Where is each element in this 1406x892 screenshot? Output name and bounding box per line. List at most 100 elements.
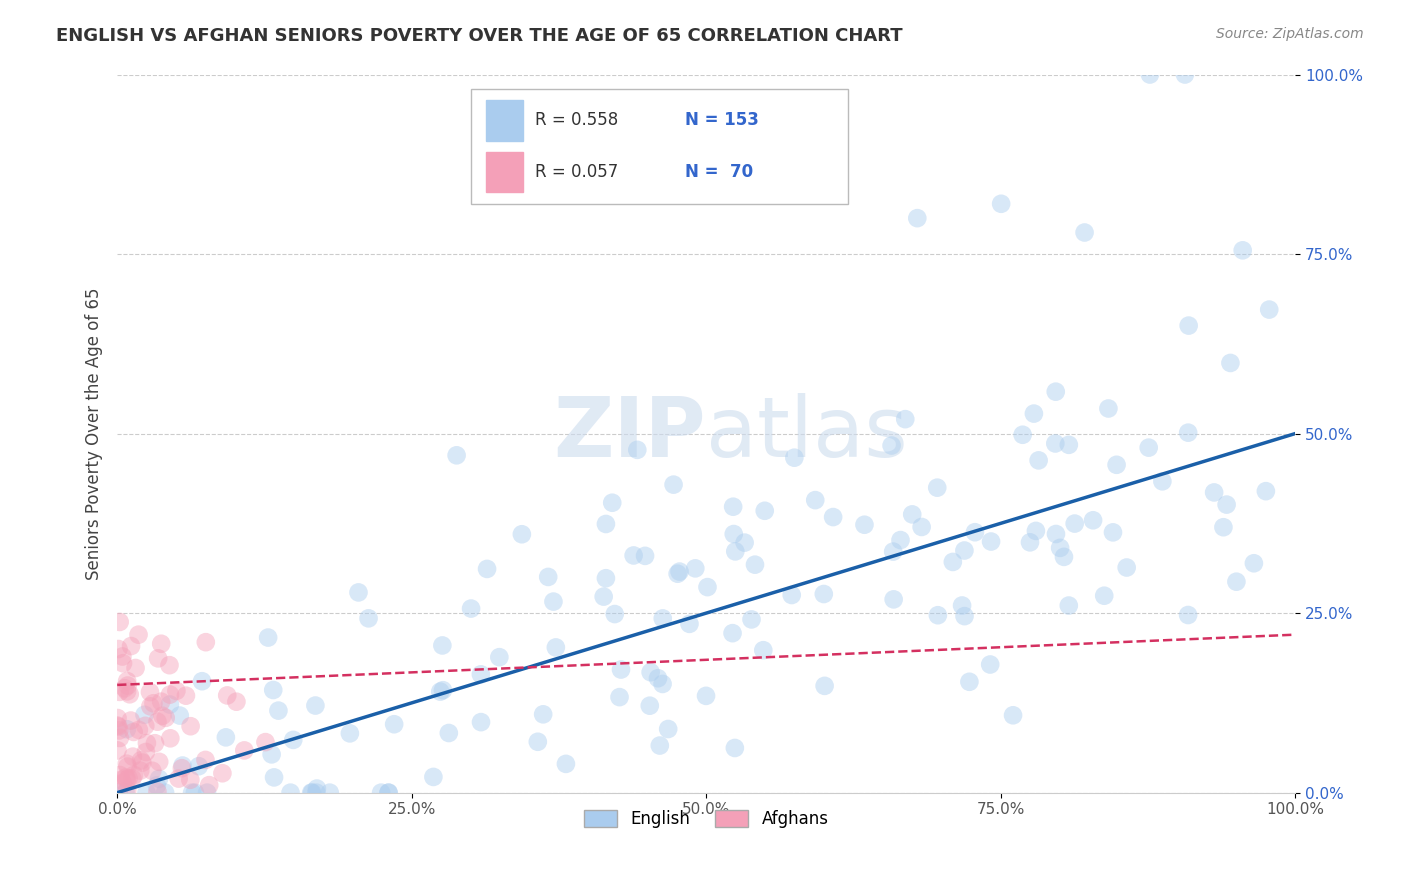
Point	[108, 731, 131, 745]
Point	[215, 731, 238, 745]
Text: ZIP: ZIP	[554, 393, 706, 474]
Point	[804, 493, 827, 508]
Point	[169, 708, 191, 723]
Point	[883, 592, 905, 607]
Point	[647, 671, 669, 685]
Point	[603, 607, 626, 621]
Point	[122, 768, 145, 782]
Point	[1092, 589, 1115, 603]
Point	[114, 786, 136, 800]
Point	[744, 558, 766, 572]
Point	[139, 699, 162, 714]
Point	[555, 756, 578, 771]
Point	[813, 587, 835, 601]
Point	[950, 599, 973, 613]
Point	[889, 533, 911, 547]
Text: Source: ZipAtlas.com: Source: ZipAtlas.com	[1216, 27, 1364, 41]
Point	[377, 786, 399, 800]
Point	[107, 743, 129, 757]
Point	[377, 786, 399, 800]
Point	[146, 784, 169, 798]
Point	[339, 726, 361, 740]
Point	[108, 786, 131, 800]
Point	[724, 741, 747, 756]
Point	[592, 590, 614, 604]
Point	[963, 525, 986, 540]
Point	[752, 643, 775, 657]
Point	[159, 688, 181, 702]
Point	[167, 772, 190, 786]
Point	[1258, 302, 1281, 317]
Point	[117, 759, 139, 773]
Point	[280, 786, 302, 800]
Point	[120, 639, 142, 653]
Point	[257, 631, 280, 645]
Point	[155, 711, 177, 725]
Point	[357, 611, 380, 625]
Point	[1073, 226, 1095, 240]
Point	[152, 708, 174, 723]
Point	[662, 477, 685, 491]
Point	[1049, 541, 1071, 555]
Point	[1028, 453, 1050, 467]
Point	[187, 759, 209, 773]
Point	[953, 609, 976, 624]
Point	[180, 719, 202, 733]
Point	[305, 786, 328, 800]
Legend: English, Afghans: English, Afghans	[576, 803, 835, 835]
Point	[905, 211, 928, 226]
Point	[695, 689, 717, 703]
Point	[146, 714, 169, 729]
Point	[159, 698, 181, 712]
Point	[990, 196, 1012, 211]
Point	[194, 635, 217, 649]
Point	[299, 786, 322, 800]
Point	[131, 756, 153, 770]
Point	[595, 516, 617, 531]
Point	[115, 772, 138, 787]
Point	[527, 735, 550, 749]
Point	[721, 626, 744, 640]
Point	[1174, 68, 1197, 82]
Point	[600, 496, 623, 510]
Point	[347, 585, 370, 599]
Point	[429, 684, 451, 698]
Point	[105, 718, 128, 732]
Point	[1057, 438, 1080, 452]
Point	[117, 679, 139, 693]
Point	[107, 642, 129, 657]
Point	[170, 761, 193, 775]
Point	[108, 768, 131, 782]
Point	[115, 684, 138, 698]
Point	[610, 663, 633, 677]
Point	[1177, 425, 1199, 440]
Point	[118, 687, 141, 701]
Point	[813, 679, 835, 693]
Point	[668, 565, 690, 579]
Point	[195, 786, 218, 800]
Point	[128, 723, 150, 737]
Point	[723, 527, 745, 541]
Point	[108, 685, 131, 699]
Point	[894, 412, 917, 426]
Point	[734, 535, 756, 549]
Point	[217, 689, 239, 703]
Point	[118, 772, 141, 786]
Point	[595, 571, 617, 585]
Point	[470, 667, 492, 681]
Point	[422, 770, 444, 784]
Point	[882, 544, 904, 558]
Point	[107, 711, 129, 725]
Point	[108, 723, 131, 738]
Point	[153, 786, 176, 800]
Point	[143, 736, 166, 750]
Point	[432, 639, 454, 653]
Text: ENGLISH VS AFGHAN SENIORS POVERTY OVER THE AGE OF 65 CORRELATION CHART: ENGLISH VS AFGHAN SENIORS POVERTY OVER T…	[56, 27, 903, 45]
Point	[657, 722, 679, 736]
Point	[134, 707, 156, 722]
Point	[114, 681, 136, 696]
Point	[980, 534, 1002, 549]
Point	[111, 657, 134, 671]
Point	[319, 786, 342, 800]
Point	[1177, 318, 1199, 333]
